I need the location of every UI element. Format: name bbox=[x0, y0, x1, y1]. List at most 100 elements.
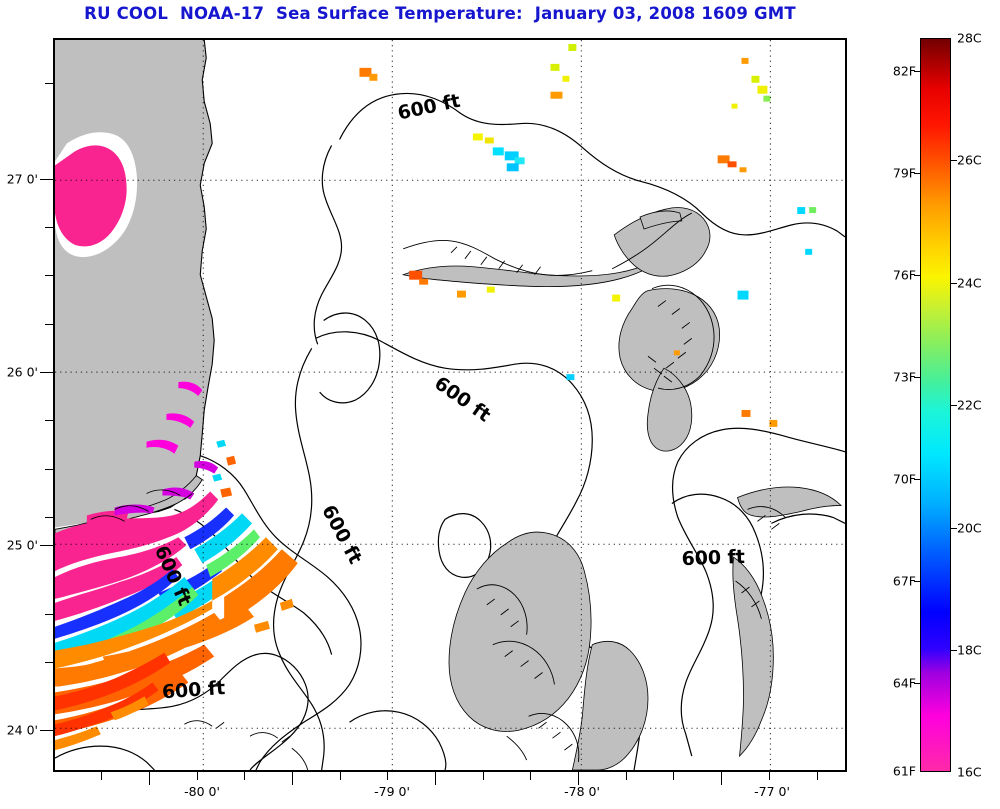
colorbar-label-28C: 28C bbox=[957, 30, 982, 46]
y-tick-minor bbox=[45, 227, 53, 228]
abaco-cays-land bbox=[639, 210, 683, 230]
colorbar-label-18C: 18C bbox=[957, 642, 982, 658]
contour-600ft-se-bank bbox=[771, 513, 845, 524]
colorbar-gradient bbox=[921, 39, 950, 771]
contour-600ft-abaco bbox=[313, 145, 343, 345]
x-tick-major bbox=[435, 772, 436, 785]
y-tick-minor bbox=[45, 469, 53, 470]
x-tick-minor bbox=[769, 772, 770, 780]
y-tick-minor bbox=[45, 614, 53, 615]
x-tick-minor bbox=[340, 772, 341, 780]
colorbar-label-22C: 22C bbox=[957, 397, 982, 413]
sst-scattered-pixels bbox=[359, 43, 817, 427]
x-axis-label-1: -79 0' bbox=[374, 784, 410, 799]
x-tick-minor bbox=[244, 772, 245, 780]
x-tick-minor bbox=[673, 772, 674, 780]
cat-island-land bbox=[732, 556, 774, 758]
sst-transition-cyan-band bbox=[55, 513, 253, 657]
sst-eastcoast-pixels bbox=[220, 455, 237, 498]
colorbar-label-76F: 76F bbox=[892, 267, 916, 283]
colorbar-label-16C: 16C bbox=[957, 764, 982, 780]
colorbar-label-20C: 20C bbox=[957, 520, 982, 536]
sst-transition-green-band bbox=[55, 529, 260, 665]
y-tick-minor bbox=[45, 662, 53, 663]
florida-peninsula-land bbox=[55, 40, 215, 528]
map-plot-area[interactable]: 600 ft 600 ft 600 ft 600 ft 600 ft 600 f… bbox=[53, 38, 847, 772]
x-tick-minor bbox=[101, 772, 102, 780]
x-tick-minor bbox=[530, 772, 531, 780]
x-tick-major bbox=[292, 772, 293, 785]
colorbar-tick-left bbox=[914, 479, 920, 480]
x-tick-minor bbox=[387, 772, 388, 780]
x-tick-major bbox=[721, 772, 722, 785]
sst-cold-keys-violet bbox=[114, 460, 219, 516]
andros-island-land bbox=[571, 640, 649, 770]
contour-600ft-bank-west bbox=[319, 312, 381, 404]
colorbar-tick-left bbox=[914, 275, 920, 276]
colorbar-tick-right bbox=[951, 528, 957, 529]
y-tick-major bbox=[40, 372, 53, 373]
colorbar-tick-left bbox=[914, 173, 920, 174]
y-tick-major bbox=[40, 545, 53, 546]
eleuthera-land bbox=[646, 367, 693, 452]
colorbar-tick-left bbox=[914, 581, 920, 582]
cays-reef-detail bbox=[90, 212, 786, 770]
page-title: RU COOL NOAA-17 Sea Surface Temperature:… bbox=[84, 4, 796, 23]
contour-600ft-east bbox=[672, 427, 845, 757]
colorbar-label-82F: 82F bbox=[892, 63, 916, 79]
sst-warm-tongue-south bbox=[55, 606, 254, 687]
temperature-colorbar[interactable] bbox=[920, 38, 951, 772]
colorbar-label-24C: 24C bbox=[957, 275, 982, 291]
colorbar-label-70F: 70F bbox=[892, 471, 916, 487]
colorbar-tick-right bbox=[951, 283, 957, 284]
x-tick-minor bbox=[483, 772, 484, 780]
colorbar-label-26C: 26C bbox=[957, 152, 982, 168]
sst-map-svg: 600 ft 600 ft 600 ft 600 ft 600 ft 600 f… bbox=[55, 40, 845, 770]
colorbar-label-73F: 73F bbox=[892, 369, 916, 385]
y-tick-minor bbox=[45, 420, 53, 421]
y-tick-major bbox=[40, 179, 53, 180]
sst-transition-blue-band bbox=[55, 507, 235, 639]
great-bahama-bank-land bbox=[448, 531, 592, 732]
colorbar-label-64F: 64F bbox=[892, 675, 916, 691]
y-tick-major bbox=[40, 730, 53, 731]
contour-600ft-bottom-left-2 bbox=[55, 745, 155, 770]
sst-gulfstream-orange bbox=[55, 537, 278, 669]
contour-label-5: 600 ft bbox=[161, 677, 226, 703]
y-tick-minor bbox=[45, 275, 53, 276]
y-tick-minor bbox=[45, 324, 53, 325]
lake-okeechobee-sst-pixels bbox=[55, 145, 127, 247]
exuma-bank-land bbox=[737, 486, 842, 518]
y-axis-label-1: 26 0' bbox=[6, 364, 38, 380]
x-tick-minor bbox=[817, 772, 818, 780]
sst-warm-red-core bbox=[55, 652, 171, 737]
colorbar-tick-right bbox=[951, 405, 957, 406]
colorbar-label-67F: 67F bbox=[892, 573, 916, 589]
y-axis-label-2: 25 0' bbox=[6, 537, 38, 553]
colorbar-tick-left bbox=[914, 377, 920, 378]
colorbar-tick-right bbox=[951, 650, 957, 651]
contour-600ft-little-bahama bbox=[339, 92, 845, 238]
colorbar-label-79F: 79F bbox=[892, 165, 916, 181]
x-axis-label-0: -80 0' bbox=[184, 784, 220, 799]
sst-eastcoast-cyan-pixels bbox=[212, 439, 227, 482]
x-axis-label-2: -78 0' bbox=[564, 784, 600, 799]
y-axis-label-3: 24 0' bbox=[6, 722, 38, 738]
colorbar-label-61F: 61F bbox=[892, 763, 916, 779]
x-axis-label-3: -77 0' bbox=[754, 784, 790, 799]
colorbar-tick-left bbox=[914, 683, 920, 684]
y-tick-minor bbox=[45, 517, 53, 518]
y-axis-label-0: 27 0' bbox=[6, 171, 38, 187]
x-tick-major bbox=[578, 772, 579, 785]
x-tick-major bbox=[149, 772, 150, 785]
contour-600ft-gbb-north bbox=[315, 331, 593, 556]
x-tick-minor bbox=[197, 772, 198, 780]
abaco-island-land bbox=[613, 207, 711, 277]
sst-cold-florida-bay bbox=[55, 491, 219, 621]
colorbar-tick-right bbox=[951, 160, 957, 161]
contour-label-6: 600 ft bbox=[681, 546, 745, 570]
sst-cold-magenta-strip bbox=[146, 381, 203, 454]
sst-warm-patch-large bbox=[55, 644, 215, 735]
contour-600ft-cay-sal bbox=[349, 710, 447, 770]
contour-600ft-keys-shelf bbox=[200, 455, 362, 770]
